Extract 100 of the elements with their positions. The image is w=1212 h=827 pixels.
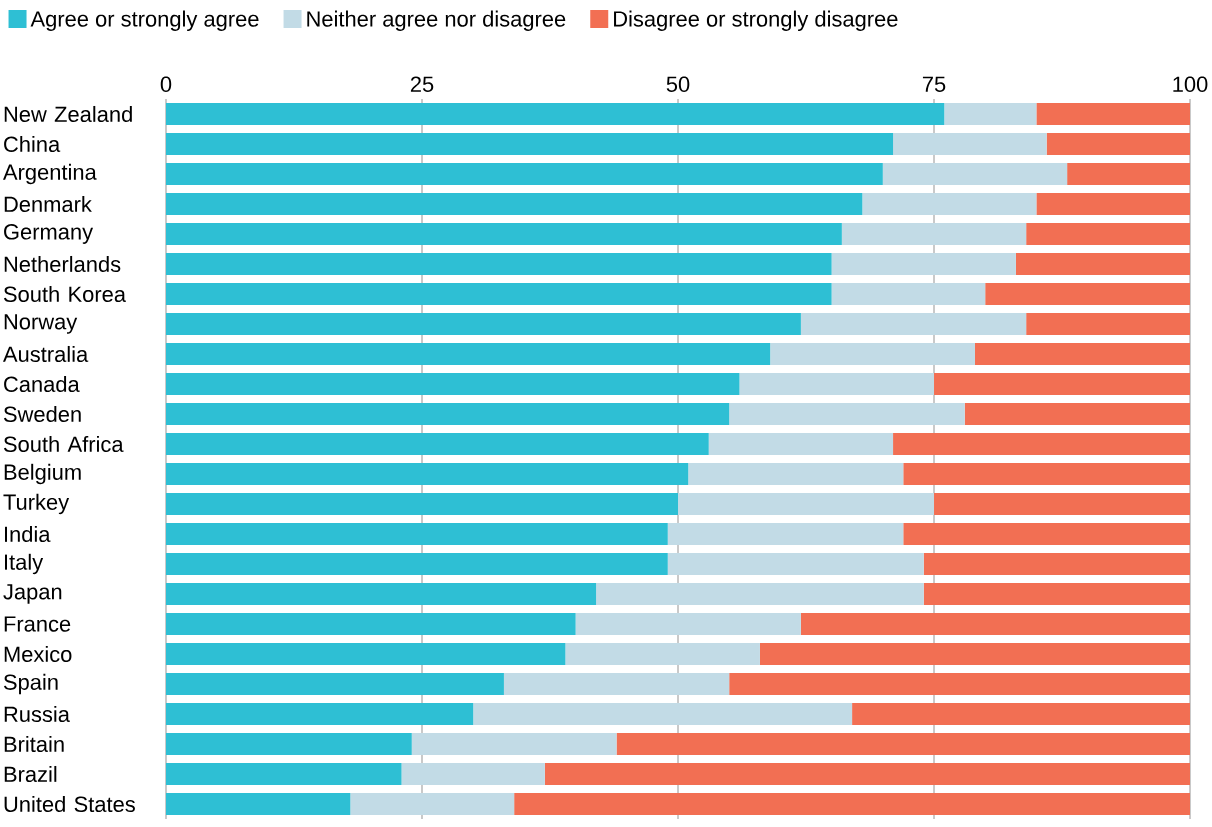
bar: [350, 793, 515, 816]
bar: [852, 703, 1191, 726]
y-tick-label: Argentina: [2, 163, 97, 185]
bar: [800, 613, 1191, 636]
bar: [166, 673, 504, 696]
y-tick-label: South Africa: [3, 435, 124, 453]
y-tick-label: Spain: [3, 673, 58, 695]
y-tick-label: Canada: [4, 375, 80, 393]
bar: [923, 553, 1191, 576]
legend-label: Disagree or strongly disagree: [614, 10, 898, 31]
bar: [503, 673, 730, 696]
y-tick-label: New Zealand: [4, 105, 132, 123]
bar: [903, 523, 1191, 546]
y-tick-label: Japan: [3, 584, 62, 604]
bar: [708, 433, 894, 456]
bar: [903, 463, 1191, 486]
bar: [1015, 253, 1191, 276]
bar: [944, 103, 1037, 126]
bar: [514, 793, 1191, 816]
legend-label: Neither agree nor disagree: [307, 10, 566, 31]
x-tick-label: 100: [1173, 76, 1208, 92]
bar: [575, 613, 801, 636]
bar: [974, 343, 1191, 366]
bar: [759, 643, 1191, 666]
y-tick-label: Italy: [4, 553, 44, 575]
bar: [166, 163, 883, 186]
bar: [166, 313, 801, 336]
bar: [166, 793, 351, 816]
y-tick-label: Netherlands: [4, 255, 121, 273]
bar: [166, 553, 668, 576]
bar: [739, 373, 935, 396]
x-tick-label: 25: [410, 76, 434, 92]
bar: [166, 583, 597, 606]
y-tick-label: China: [4, 135, 61, 153]
bar: [166, 133, 894, 156]
bar: [1026, 223, 1191, 246]
bar: [1067, 163, 1191, 186]
bar: [473, 703, 853, 726]
bar: [166, 523, 668, 546]
bar: [166, 343, 771, 366]
bar: [411, 733, 617, 756]
y-tick-label: Belgium: [4, 463, 81, 485]
bar: [985, 283, 1191, 306]
x-tick-label: 50: [666, 76, 690, 92]
bar: [166, 643, 566, 666]
y-tick-label: Turkey: [3, 493, 70, 515]
bar: [401, 763, 545, 786]
y-tick-label: Russia: [4, 705, 70, 723]
bar: [729, 673, 1191, 696]
y-tick-label: Norway: [4, 314, 78, 334]
bar: [166, 373, 740, 396]
bar: [841, 223, 1027, 246]
bar: [882, 163, 1068, 186]
bar: [166, 433, 709, 456]
bar: [729, 403, 965, 426]
bar: [166, 193, 863, 216]
bar: [1036, 193, 1191, 216]
bar: [565, 643, 760, 666]
bar: [831, 283, 986, 306]
y-tick-label: Mexico: [4, 645, 72, 663]
bar: [667, 523, 904, 546]
bar: [934, 373, 1191, 396]
bar: [166, 613, 576, 636]
y-tick-label: Germany: [4, 224, 94, 244]
bar: [923, 583, 1191, 606]
y-tick-label: Sweden: [3, 405, 81, 423]
y-tick-label: France: [4, 616, 71, 632]
bar: [688, 463, 904, 486]
y-tick-label: Australia: [2, 345, 89, 363]
bar: [166, 253, 832, 276]
y-tick-label: India: [4, 525, 51, 543]
bar: [770, 343, 975, 366]
x-tick-label: 0: [160, 76, 172, 92]
bar: [934, 493, 1191, 516]
bar: [166, 223, 842, 246]
bar: [862, 193, 1037, 216]
bar: [800, 313, 1027, 336]
legend-label: Agree or strongly agree: [30, 10, 259, 31]
bar: [166, 403, 730, 426]
bar: [166, 733, 412, 756]
bar: [893, 133, 1047, 156]
bar: [831, 253, 1016, 276]
bar: [166, 283, 832, 306]
bar: [544, 763, 1191, 786]
bar: [616, 733, 1191, 756]
bar: [678, 493, 935, 516]
y-tick-label: Brazil: [4, 765, 57, 783]
bar: [667, 553, 924, 576]
bar: [166, 763, 402, 786]
bar: [166, 463, 689, 486]
bar: [166, 493, 679, 516]
bar: [1026, 313, 1191, 336]
bar: [1036, 103, 1191, 126]
x-tick-label: 75: [922, 76, 946, 92]
y-tick-label: Britain: [4, 735, 64, 753]
bar: [596, 583, 924, 606]
bar: [166, 103, 945, 126]
bar: [166, 703, 474, 726]
bar: [1046, 133, 1191, 156]
y-tick-label: United States: [4, 795, 135, 813]
